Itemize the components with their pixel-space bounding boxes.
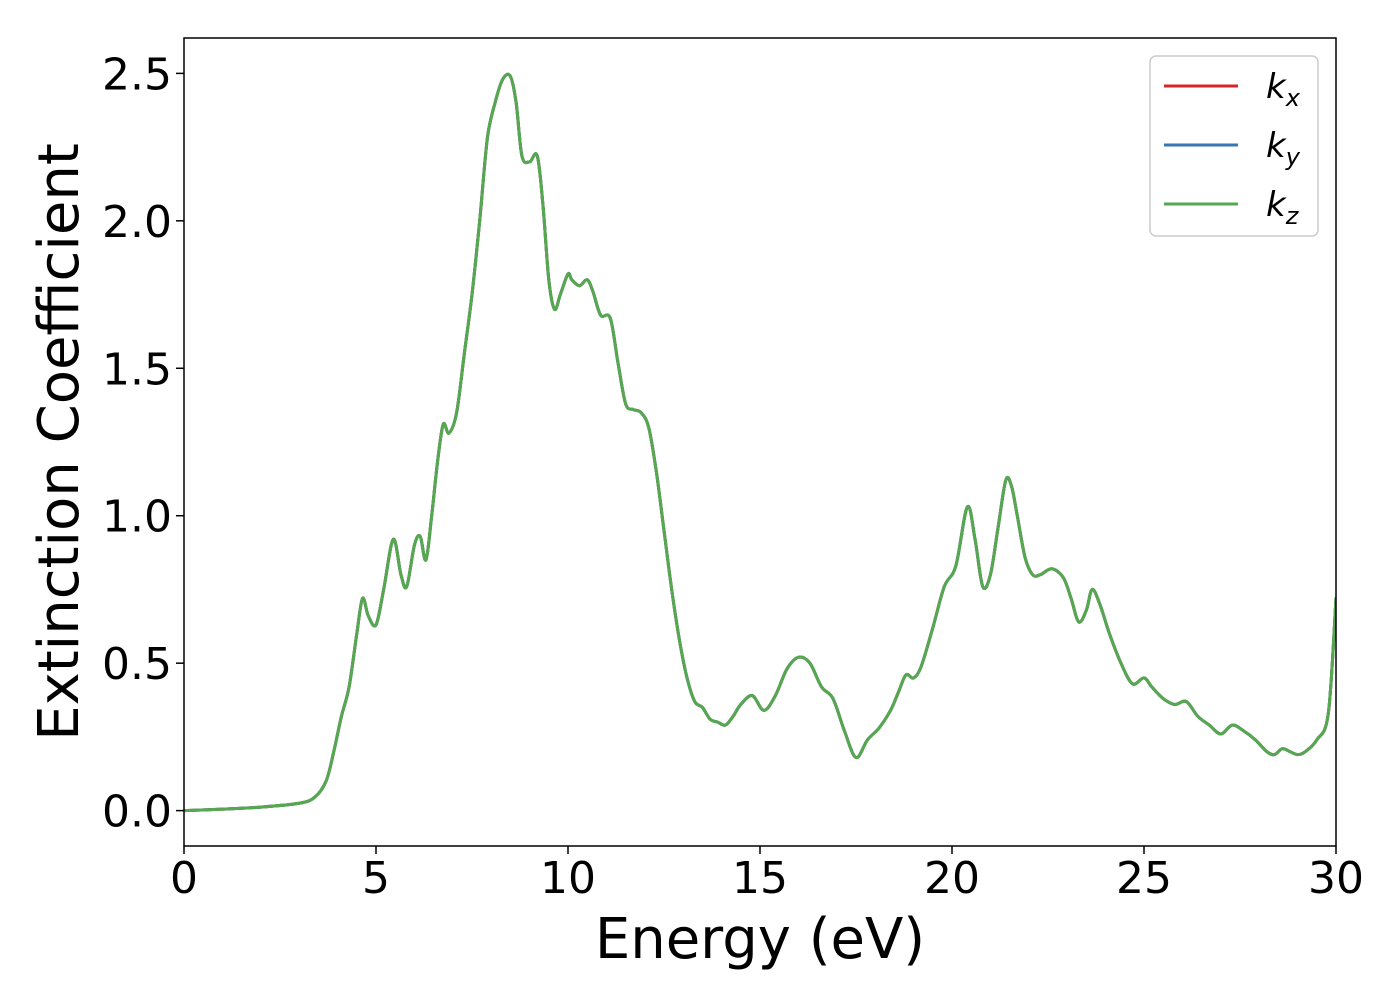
y-tick-label: 2.5 bbox=[102, 49, 172, 100]
x-tick-label: 0 bbox=[170, 853, 198, 904]
legend: kx ky kz bbox=[1149, 55, 1319, 237]
y-tick-label: 1.0 bbox=[102, 492, 172, 543]
legend-label-ky: ky bbox=[1266, 126, 1301, 171]
x-tick-label: 5 bbox=[362, 853, 390, 904]
x-axis-ticks: 0 5 10 15 20 25 30 bbox=[170, 846, 1364, 904]
legend-label-kx: kx bbox=[1266, 67, 1301, 112]
x-tick-label: 30 bbox=[1308, 853, 1364, 904]
plot-lines bbox=[184, 72, 1336, 813]
y-axis-title: Extinction Coefficient bbox=[27, 143, 92, 741]
y-tick-label: 2.0 bbox=[102, 197, 172, 248]
y-tick-label: 0.0 bbox=[102, 787, 172, 838]
x-tick-label: 25 bbox=[1116, 853, 1172, 904]
x-tick-label: 20 bbox=[924, 853, 980, 904]
y-tick-label: 0.5 bbox=[102, 639, 172, 690]
legend-label-kz: kz bbox=[1266, 185, 1300, 230]
series-line-kz bbox=[184, 72, 1336, 813]
x-tick-label: 10 bbox=[540, 853, 596, 904]
y-axis-ticks: 0.0 0.5 1.0 1.5 2.0 2.5 bbox=[102, 49, 184, 838]
x-tick-label: 15 bbox=[732, 853, 788, 904]
x-axis-title: Energy (eV) bbox=[595, 907, 925, 972]
y-tick-label: 1.5 bbox=[102, 344, 172, 395]
